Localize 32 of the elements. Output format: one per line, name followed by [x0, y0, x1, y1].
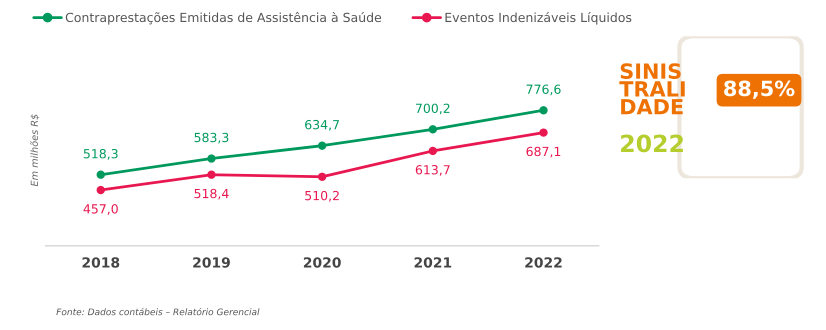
point	[96, 186, 105, 194]
point	[539, 128, 548, 137]
point	[428, 125, 437, 134]
x-tick-label: 2018	[82, 257, 120, 268]
point	[539, 106, 548, 114]
text: 2022	[621, 134, 683, 152]
x-tick-label: 2019	[193, 257, 230, 268]
point	[207, 154, 216, 163]
data-label: 687,1	[526, 146, 560, 158]
y-axis-title: Em milhões R$	[30, 114, 40, 186]
point	[318, 172, 326, 181]
text: SINIS TRALI DADE	[619, 63, 685, 114]
point	[318, 142, 326, 150]
x-tick-label: 2020	[304, 257, 341, 268]
data-label: 634,7	[305, 120, 339, 131]
legend-label: Contraprestações Emitidas de Assistência à Saúde	[66, 12, 382, 25]
data-label: 583,3	[194, 132, 228, 144]
data-label: 510,2	[305, 190, 339, 202]
legend-label: Eventos Indenizáveis Líquidos	[445, 12, 632, 25]
x-tick-label: 2022	[525, 257, 562, 268]
data-label: 613,7	[416, 165, 450, 176]
data-label: 776,6	[526, 84, 561, 96]
source-note: Fonte: Dados contábeis – Relatório Gerencial	[56, 308, 260, 316]
data-label: 518,4	[194, 188, 229, 200]
text: 88,5%	[724, 80, 794, 99]
point	[428, 146, 437, 156]
data-label: 700,2	[416, 104, 450, 114]
x-tick-label: 2021	[414, 257, 452, 268]
data-label: 518,3	[84, 148, 118, 160]
point	[96, 170, 105, 179]
data-label: 457,0	[83, 204, 118, 215]
point	[207, 170, 216, 179]
